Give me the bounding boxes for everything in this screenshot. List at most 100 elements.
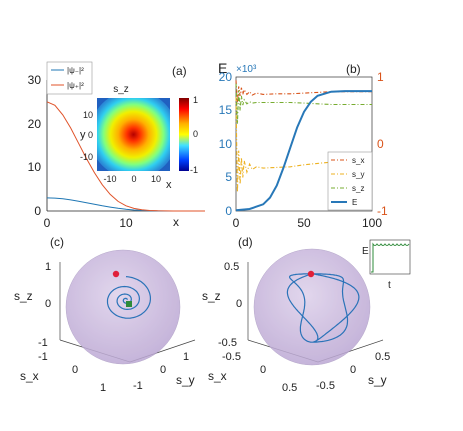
panel-b-ltick-10: 10 (219, 137, 233, 151)
panel-c-ztick-0: 0 (45, 298, 51, 310)
panel-a: 0 10 20 30 0 10 x (a) |ψ₋|² |ψ₊|² s_z y … (28, 61, 205, 230)
panel-c-ztick-1: 1 (45, 261, 51, 273)
colorbar-tick-0: 0 (193, 129, 198, 139)
inset-xtick-0: 0 (131, 174, 136, 184)
panel-b-ltick-15: 15 (219, 103, 233, 117)
panel-b-rtick-1: 1 (377, 70, 384, 84)
legend-label-psi-plus: |ψ₊|² (67, 81, 84, 90)
panel-a-x-label: x (173, 215, 179, 229)
panel-a-ytick-0: 0 (34, 204, 41, 218)
panel-b-xtick-0: 0 (233, 216, 240, 230)
panel-b-y-exponent: ×10³ (236, 64, 257, 75)
panel-b-x-ticks: 0 50 100 (233, 216, 383, 230)
panel-c-z-label: s_z (14, 289, 33, 303)
panel-d-z-label: s_z (202, 289, 221, 303)
panel-a-ytick-20: 20 (28, 117, 42, 131)
panel-c-ytick-1: 1 (183, 351, 189, 363)
inset-ytick-neg10: -10 (80, 152, 93, 162)
panel-c-end-point (126, 301, 132, 307)
panel-a-series-line-1 (46, 101, 205, 212)
panel-b-series-line-2 (235, 83, 372, 124)
panel-b-xtick-50: 50 (297, 216, 311, 230)
panel-b-xtick-100: 100 (362, 216, 382, 230)
panel-c-xtick-1: 1 (100, 382, 106, 394)
panel-a-series-line-0 (46, 197, 205, 212)
panel-b-frame (235, 76, 373, 212)
panel-d-y-label: s_y (368, 373, 387, 387)
panel-c-ztick-neg1: -1 (38, 337, 48, 349)
panel-b-series-line-1 (235, 97, 372, 193)
panel-d-label: (d) (238, 235, 253, 249)
panel-b-series (235, 80, 372, 212)
panel-d-ztick-neg0.5: -0.5 (218, 337, 237, 349)
heatmap-colorbar (179, 98, 189, 171)
panel-d-ztick-0.5: 0.5 (224, 261, 239, 273)
panel-a-xtick-0: 0 (44, 216, 51, 230)
panel-c-start-point (112, 270, 120, 278)
panel-a-inset-heatmap: s_z y 10 0 -10 -10 0 10 x 1 0 -1 (80, 84, 198, 191)
panel-b-ltick-5: 5 (225, 170, 232, 184)
inset-ytick-0: 0 (88, 130, 93, 140)
panel-a-y-ticks: 0 10 20 30 (28, 73, 42, 218)
panel-c: (c) 1 0 -1 s_z -1 0 1 s_x -1 0 1 s_y (14, 235, 196, 394)
legend-label-psi-minus: |ψ₋|² (67, 66, 84, 75)
panel-a-label: (a) (172, 64, 187, 78)
panel-a-ytick-30: 30 (28, 73, 42, 87)
panel-a-legend: |ψ₋|² |ψ₊|² (46, 61, 93, 95)
panel-d-xtick-0.5: 0.5 (282, 382, 297, 394)
inset-x-label: t (388, 280, 391, 291)
panel-d-ytick-0: 0 (350, 364, 356, 376)
inset-energy-line (371, 242, 410, 273)
panel-b-y-label: E (218, 60, 227, 76)
panel-c-ytick-neg1: -1 (133, 380, 143, 392)
panel-c-ytick-0: 0 (160, 364, 166, 376)
legend-label-E: E (352, 198, 357, 207)
panel-b-rtick-neg1: -1 (377, 204, 388, 218)
panel-b-legend: s_x s_y s_z E (327, 151, 373, 211)
panel-c-sphere (65, 249, 181, 365)
panel-b-series-line-3 (235, 90, 372, 212)
inset-xtick-neg10: -10 (103, 174, 116, 184)
panel-d-ytick-neg0.5: -0.5 (316, 380, 335, 392)
inset-xtick-10: 10 (151, 174, 161, 184)
panel-b-ltick-0: 0 (225, 204, 232, 218)
inset-ytick-10: 10 (83, 110, 93, 120)
panel-b: E ×10³ (b) 0 5 10 15 20 -1 0 1 0 50 100 … (218, 60, 388, 230)
panel-d-trajectory (286, 273, 360, 343)
panel-d: (d) 0.5 0 -0.5 s_z -0.5 0 0.5 s_x -0.5 0… (202, 235, 411, 394)
panel-d-sphere (253, 248, 371, 366)
panel-d-start-point (307, 270, 315, 278)
panel-d-xtick-0: 0 (260, 364, 266, 376)
panel-c-trajectory (106, 276, 151, 319)
panel-c-x-label: s_x (20, 369, 39, 383)
panel-d-ytick-0.5: 0.5 (375, 351, 390, 363)
panel-c-y-label: s_y (176, 373, 195, 387)
panel-c-xtick-neg1: -1 (38, 351, 48, 363)
inset-heatmap-y-label: y (80, 129, 86, 141)
heatmap-ring (97, 98, 170, 171)
panel-b-label: (b) (346, 62, 361, 76)
panel-a-ytick-10: 10 (28, 160, 42, 174)
panel-d-ztick-0: 0 (236, 298, 242, 310)
panel-a-series (46, 101, 205, 212)
legend-label-sx: s_x (352, 156, 364, 165)
panel-a-x-ticks: 0 10 (44, 216, 133, 230)
panel-a-xtick-10: 10 (119, 216, 133, 230)
panel-b-right-ticks: -1 0 1 (377, 70, 388, 218)
panel-b-left-ticks: 0 5 10 15 20 (219, 70, 233, 218)
panel-d-x-label: s_x (208, 369, 227, 383)
panel-c-label: (c) (50, 235, 64, 249)
panel-c-xtick-0: 0 (72, 364, 78, 376)
legend-label-sy: s_y (352, 170, 364, 179)
inset-y-label: E (362, 246, 369, 257)
legend-label-sz: s_z (352, 184, 364, 193)
panel-d-xtick-neg0.5: -0.5 (222, 351, 241, 363)
colorbar-tick-neg1: -1 (190, 165, 198, 175)
inset-heatmap-title: s_z (113, 84, 129, 95)
panel-b-rtick-0: 0 (377, 137, 384, 151)
inset-heatmap-x-label: x (166, 179, 172, 191)
panel-b-ltick-20: 20 (219, 70, 233, 84)
colorbar-tick-1: 1 (193, 95, 198, 105)
panel-d-inset: E t (362, 239, 411, 291)
